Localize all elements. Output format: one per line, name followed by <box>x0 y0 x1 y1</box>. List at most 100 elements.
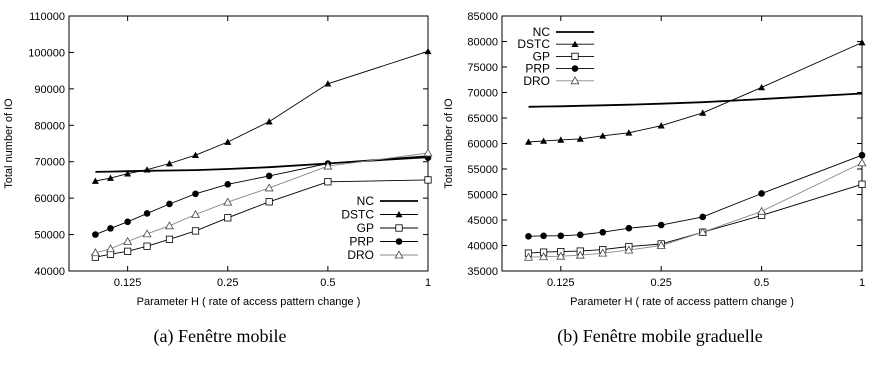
chart-b-series-prp-point <box>540 232 547 240</box>
chart-a-series-dro-line <box>95 152 429 254</box>
chart-a-series-prp-point <box>166 200 173 208</box>
chart-a-y-tick-label: 40000 <box>34 266 65 278</box>
chart-panel-b: 35000 40000 45000 50000 55000 60000 65000 70000… <box>440 0 880 372</box>
chart-a-x-tick-label: 0.25 <box>217 277 238 289</box>
chart-b-series-prp-line <box>528 154 863 237</box>
chart-b-y-tick-label: 75000 <box>467 62 498 74</box>
chart-b-x-tick-label: 1 <box>859 277 865 289</box>
chart-b-series-dro-point <box>539 252 549 261</box>
chart-a-y-tick-label: 90000 <box>34 84 65 96</box>
chart-b-y-axis-label: Total number of IO <box>443 98 455 189</box>
chart-b-plot-frame <box>501 15 863 272</box>
chart-b-series-dstc-point <box>599 132 607 139</box>
chart-b-series-dro-point <box>656 240 666 249</box>
chart-a-series-dro-point <box>264 183 274 192</box>
chart-b-x-axis-label: Parameter H ( rate of access pattern cha… <box>570 296 794 308</box>
chart-b-series-prp-point <box>858 151 866 159</box>
chart-b-caption: (b) Fenêtre mobile graduelle <box>557 326 763 346</box>
chart-a-series-dro-point <box>223 197 233 206</box>
chart-b-series-prp-point <box>525 233 532 240</box>
chart-b-series-prp-point <box>625 224 633 232</box>
chart-a-series-dstc-point <box>324 80 332 87</box>
chart-a-series-prp-point <box>265 172 273 180</box>
chart-b-x-tick-label: 0.25 <box>650 277 671 289</box>
chart-a-series-dro-point <box>191 209 201 218</box>
chart-b-series-prp-point <box>599 228 607 236</box>
chart-b-series-gp-line <box>528 183 863 254</box>
chart-a-series-dro-point <box>323 161 333 170</box>
chart-a-series-dstc-point <box>165 160 173 167</box>
chart-a-legend-label-gp: GP <box>357 221 374 235</box>
chart-b-y-tick-label: 80000 <box>467 37 498 49</box>
chart-a-legend-marker-dstc <box>395 211 403 218</box>
chart-a-series-gp-point <box>324 178 332 186</box>
chart-a-legend-label-dro: DRO <box>347 248 374 262</box>
chart-b-legend-marker-dro <box>570 76 580 85</box>
chart-a-legend-label-dstc: DSTC <box>341 208 374 222</box>
chart-b-legend-label-dstc: DSTC <box>517 37 550 51</box>
chart-a-series-dro-point <box>164 221 174 230</box>
chart-b-y-tick-label: 40000 <box>467 241 498 253</box>
chart-a-series-gp-point <box>143 242 151 250</box>
chart-b-series-prp-point <box>699 213 707 221</box>
chart-b-series-dro-point <box>575 250 585 259</box>
chart-a-series-prp-point <box>143 210 151 217</box>
chart-a-series-dstc-point <box>91 177 99 184</box>
chart-b-series-dstc-point <box>699 109 707 116</box>
chart-a-y-tick-label: 60000 <box>34 193 65 205</box>
chart-a-svg: 40000 50000 60000 70000 80000 90000 100000 1100… <box>3 11 433 308</box>
chart-a-legend-label-prp: PRP <box>349 235 374 249</box>
chart-a-series-dro-point <box>123 236 133 245</box>
chart-b-series-dro-point <box>757 206 767 215</box>
chart-b-y-tick-label: 70000 <box>467 88 498 100</box>
chart-a-legend-label-nc: NC <box>357 194 375 208</box>
chart-b-y-tick-label: 55000 <box>467 164 498 176</box>
chart-b-series-dro-point <box>698 227 708 236</box>
chart-b-series-dstc-point <box>540 137 548 144</box>
chart-a-series-dstc-point <box>143 166 151 173</box>
chart-a-series-dro-point <box>90 248 100 257</box>
chart-a-x-axis-label: Parameter H ( rate of access pattern cha… <box>137 296 361 308</box>
chart-b-series-dro-point <box>624 245 634 254</box>
chart-b-series-prp-point <box>557 232 565 240</box>
chart-b-series-prp-point <box>657 221 665 229</box>
chart-b-series-prp-point <box>576 231 584 239</box>
chart-a-series-gp-point <box>165 235 174 243</box>
chart-a-series-dstc-line <box>95 50 429 182</box>
chart-a-series-prp-point <box>92 231 99 238</box>
chart-b-legend-label-nc: NC <box>533 25 551 39</box>
chart-a-series-dstc-point <box>192 151 200 158</box>
chart-b-series-prp-point <box>758 190 765 197</box>
chart-a-y-tick-label: 50000 <box>34 230 65 242</box>
chart-b-series-dro-point <box>556 251 566 260</box>
chart-a-series-dstc-point <box>265 118 273 125</box>
chart-b-series-nc-line <box>528 92 863 108</box>
chart-b-series-dstc-point <box>557 136 565 143</box>
chart-b-series-dstc-point <box>858 39 866 46</box>
chart-b-legend-marker-dstc <box>571 40 579 47</box>
chart-b-legend-label-gp: GP <box>533 49 550 63</box>
chart-a-series-dstc-point <box>124 170 132 177</box>
chart-a-x-tick-label: 0.5 <box>320 277 335 289</box>
chart-a-series-dstc-point <box>424 47 432 55</box>
chart-a-y-tick-label: 70000 <box>34 157 65 169</box>
chart-b-svg: 35000 40000 45000 50000 55000 60000 65000 70000… <box>443 11 867 308</box>
chart-a-series-gp-point <box>191 227 200 235</box>
chart-a-legend-marker-prp <box>395 238 403 245</box>
chart-b-series-dstc-point <box>576 135 584 142</box>
chart-b-legend-label-prp: PRP <box>525 62 550 76</box>
chart-a-series-gp-line <box>95 179 429 258</box>
chart-a-series-nc-line <box>95 155 429 173</box>
chart-b-y-tick-label: 65000 <box>467 113 498 125</box>
chart-b-series-dstc-point <box>657 122 665 129</box>
chart-a-x-tick-label: 1 <box>425 277 431 289</box>
chart-a-series-gp-point <box>124 247 132 255</box>
chart-b-series-gp-point <box>858 180 866 188</box>
chart-a-series-prp-line <box>95 157 429 236</box>
chart-a-y-tick-label: 80000 <box>34 120 65 132</box>
chart-b-legend-marker-prp <box>571 65 579 72</box>
chart-a-legend-marker-dro <box>394 250 404 259</box>
chart-b-series-dro-point <box>523 252 533 261</box>
chart-b-x-tick-label: 0.5 <box>754 277 769 289</box>
chart-b-series-dstc-point <box>625 129 633 136</box>
